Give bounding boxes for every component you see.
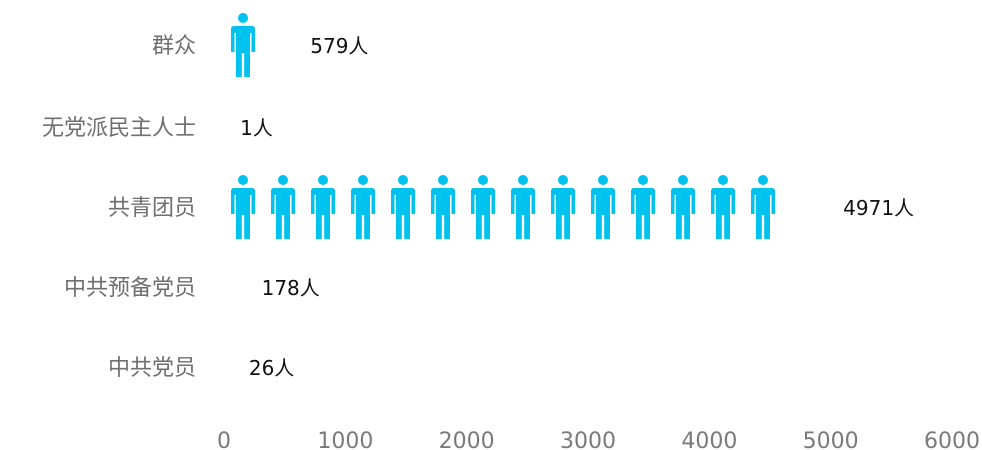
value-labels: 579人 1人 4971人 178人 26人	[240, 34, 914, 380]
person-icon	[391, 175, 415, 239]
x-tick-label: 2000	[439, 429, 495, 450]
value-label: 178人	[262, 276, 320, 300]
person-icon	[231, 175, 255, 239]
person-icon	[231, 13, 255, 77]
person-icon	[311, 175, 335, 239]
person-icon	[711, 175, 735, 239]
person-icon	[511, 175, 535, 239]
x-tick-label: 6000	[924, 429, 980, 450]
x-tick-label: 4000	[681, 429, 737, 450]
category-label: 共青团员	[108, 196, 196, 221]
person-icon	[631, 175, 655, 239]
person-icon	[591, 175, 615, 239]
x-tick-label: 0	[217, 429, 231, 450]
x-tick-label: 5000	[803, 429, 859, 450]
person-icon	[471, 175, 495, 239]
person-icon	[271, 175, 295, 239]
person-icon-partial	[791, 175, 813, 239]
person-icon	[431, 175, 455, 239]
category-label: 中共预备党员	[64, 276, 196, 301]
person-icon	[351, 175, 375, 239]
bar	[231, 255, 244, 319]
x-tick-label: 3000	[560, 429, 616, 450]
value-label: 26人	[249, 356, 294, 380]
category-label: 群众	[152, 34, 196, 59]
bars	[231, 13, 813, 399]
person-icon	[751, 175, 775, 239]
category-label: 无党派民主人士	[42, 116, 196, 141]
person-icon	[551, 175, 575, 239]
value-label: 4971人	[843, 196, 914, 220]
x-tick-label: 1000	[317, 429, 373, 450]
person-icon-partial	[231, 255, 244, 319]
person-icon-partial	[271, 13, 289, 77]
x-axis-ticks: 0 1000 2000 3000 4000 5000 6000	[217, 429, 980, 450]
bar	[231, 175, 813, 239]
person-icon	[671, 175, 695, 239]
bar	[231, 13, 289, 77]
category-label: 中共党员	[108, 356, 196, 381]
value-label: 1人	[240, 116, 273, 140]
value-label: 579人	[310, 34, 368, 58]
